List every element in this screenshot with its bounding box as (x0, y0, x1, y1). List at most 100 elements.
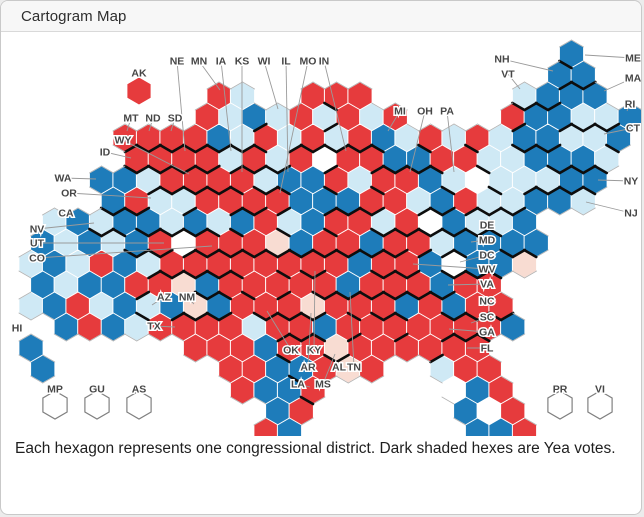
5-outer-edge (512, 312, 526, 321)
state-label-IN: IN (319, 56, 330, 68)
5-outer-edge (54, 207, 67, 216)
2-outer-edge (453, 417, 467, 426)
2-state-border-edge (393, 269, 409, 280)
1-state-border-edge (194, 185, 209, 196)
1-outer-edge (512, 333, 526, 342)
2-state-border-edge (158, 185, 174, 196)
district-hex-AS-1[interactable] (126, 390, 152, 420)
1-state-border-edge (323, 164, 339, 175)
state-label-GU: GU (89, 384, 105, 396)
state-label-WV: WV (479, 264, 496, 276)
state-label-MD: MD (479, 235, 496, 247)
2-state-border-edge (135, 311, 150, 322)
2-outer-edge (100, 333, 114, 342)
state-label-IL: IL (281, 56, 291, 68)
2-outer-edge (42, 312, 55, 321)
leader-line-WA (62, 177, 97, 180)
2-state-border-edge (440, 185, 456, 196)
state-label-MO: MO (300, 56, 317, 68)
2-state-border-edge (546, 164, 562, 175)
state-label-PR: PR (553, 384, 568, 396)
5-outer-edge (371, 102, 385, 111)
1-state-border-edge (170, 227, 186, 238)
district-hex-VI-1[interactable] (587, 390, 613, 420)
2-state-border-edge (452, 332, 468, 343)
leader-line-IL (285, 60, 289, 173)
2-state-border-edge (487, 227, 503, 238)
1-outer-edge (406, 354, 420, 363)
1-state-border-edge (440, 332, 456, 343)
2-state-border-edge (217, 290, 233, 301)
district-hex-MP-1[interactable] (42, 390, 68, 420)
1-state-border-edge (205, 164, 221, 175)
state-label-OH: OH (417, 106, 433, 118)
2-state-border-edge (440, 269, 456, 280)
1-state-border-edge (417, 206, 433, 217)
2-state-border-edge (370, 227, 385, 238)
state-label-AL: AL (332, 362, 347, 374)
state-label-NJ: NJ (624, 208, 638, 220)
2-state-border-edge (334, 206, 350, 217)
2-state-border-edge (475, 332, 491, 343)
2-state-border-edge (405, 164, 421, 175)
2-state-border-edge (428, 164, 444, 175)
2-state-border-edge (323, 143, 338, 154)
2-state-border-edge (558, 185, 573, 196)
1-outer-edge (300, 417, 314, 426)
1-state-border-edge (429, 353, 444, 364)
1-state-border-edge (511, 248, 527, 259)
4-outer-edge (488, 123, 502, 132)
2-state-border-edge (405, 290, 421, 301)
state-label-AS: AS (132, 384, 147, 396)
1-state-border-edge (370, 248, 386, 259)
2-state-border-edge (240, 248, 256, 259)
district-hex-AK-1[interactable] (126, 76, 152, 106)
district-hex-GU-1[interactable] (84, 390, 110, 420)
2-state-border-edge (123, 248, 139, 259)
1-outer-edge (606, 165, 620, 174)
2-outer-edge (171, 333, 185, 342)
1-state-border-edge (205, 290, 221, 301)
district-hex-PR-1[interactable] (547, 390, 573, 420)
2-state-border-edge (205, 311, 221, 322)
1-state-border-edge (382, 269, 397, 280)
1-state-border-edge (229, 206, 245, 217)
2-state-border-edge (334, 248, 350, 259)
cartogram-map-container: AK NE MN IA KS WI IL MO IN NH VT ME MA RI CT MI OH PA NY NJ… (1, 32, 641, 436)
5-outer-edge (277, 102, 291, 111)
state-label-NC: NC (479, 296, 495, 308)
1-outer-edge (371, 375, 385, 384)
1-state-border-edge (523, 185, 538, 196)
2-outer-edge (18, 312, 32, 321)
4-outer-edge (194, 102, 208, 111)
1-state-border-edge (605, 122, 621, 133)
4-outer-edge (112, 165, 126, 174)
2-state-border-edge (146, 164, 162, 175)
state-label-SD: SD (168, 113, 183, 125)
1-state-border-edge (311, 311, 327, 322)
2-state-border-edge (334, 290, 350, 301)
2-state-border-edge (287, 332, 303, 343)
2-state-border-edge (299, 269, 315, 280)
1-state-border-edge (241, 143, 256, 154)
5-outer-edge (524, 81, 537, 90)
1-state-border-edge (252, 206, 268, 217)
2-state-border-edge (299, 143, 315, 154)
1-state-border-edge (229, 164, 245, 175)
2-state-border-edge (252, 185, 268, 196)
state-label-OR: OR (61, 188, 77, 200)
leader-line-NM (186, 296, 195, 305)
leader-line-NC (478, 300, 488, 305)
2-state-border-edge (487, 311, 503, 322)
state-label-UT: UT (30, 238, 45, 250)
leader-line-GA (448, 328, 488, 333)
4-outer-edge (500, 102, 514, 111)
1-state-border-edge (393, 248, 409, 259)
1-state-border-edge (523, 143, 538, 154)
panel-header: Cartogram Map (1, 1, 641, 32)
2-state-border-edge (182, 143, 197, 154)
1-state-border-edge (147, 269, 162, 280)
leader-line-NJ (585, 201, 632, 214)
1-state-border-edge (135, 248, 151, 259)
2-outer-edge (124, 333, 138, 342)
